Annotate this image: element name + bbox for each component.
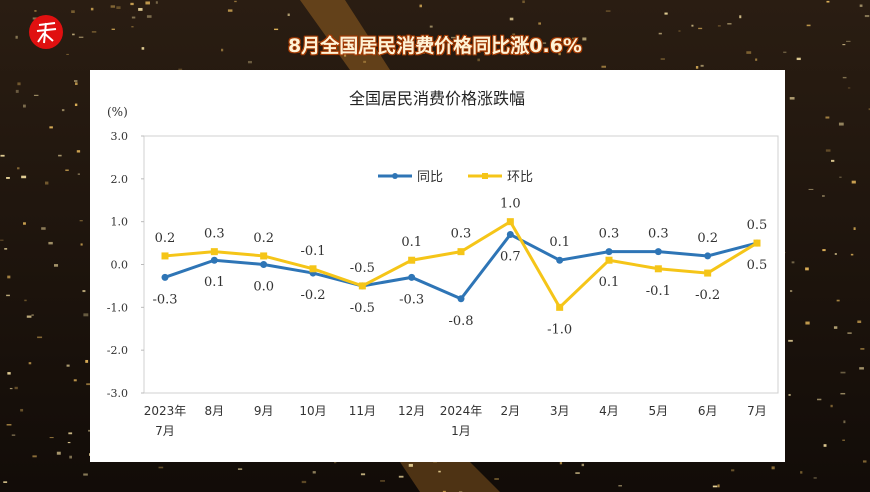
data-label: 0.1 [204,275,225,290]
x-tick-label: 5月 [649,404,669,418]
chart-title: 全国居民消费价格涨跌幅 [349,89,525,108]
y-tick-label: -1.0 [107,301,128,314]
data-label: 0.2 [155,231,176,246]
data-point [556,256,564,264]
data-label: 0.1 [401,235,422,250]
plot-area [143,135,779,394]
data-label: -0.3 [399,292,424,307]
x-tick-label: 2023年 [144,404,187,418]
legend-mom: 环比 [507,170,533,185]
data-point [260,252,268,260]
headline: 8月全国居民消费价格同比涨0.6% [288,35,582,57]
data-point [753,239,761,247]
x-tick-label: 10月 [299,404,326,418]
data-label: 0.2 [253,231,274,246]
legend: 同比 环比 [378,170,533,185]
data-point [506,218,514,226]
data-point [654,248,662,256]
data-label: 0.1 [599,275,620,290]
x-tick-label: 7月 [155,424,175,438]
data-label: 0.2 [697,231,718,246]
data-label: -0.8 [448,314,473,329]
data-label: 0.5 [747,258,768,273]
data-label: 0.3 [204,227,225,242]
legend-yoy: 同比 [417,170,443,185]
y-axis-unit: (%) [107,105,128,119]
x-tick-label: 11月 [349,404,376,418]
data-point [605,248,613,256]
y-tick-label: -2.0 [107,344,128,357]
data-label: 0.3 [451,227,472,242]
data-label: 0.5 [747,218,768,233]
data-label: -1.0 [547,322,572,337]
x-tick-label: 8月 [205,404,225,418]
x-tick-label: 2024年 [440,404,483,418]
y-tick-label: 3.0 [111,130,129,143]
data-label: 0.7 [500,250,521,265]
x-tick-label: 9月 [254,404,274,418]
data-label: -0.1 [646,284,671,299]
data-point [309,265,317,273]
data-point [161,252,169,260]
data-point [408,256,416,264]
data-label: 1.0 [500,197,521,212]
data-point [704,269,712,277]
data-label: 0.0 [253,280,274,295]
data-label: -0.5 [350,301,375,316]
y-tick-label: 1.0 [111,216,129,229]
data-point [161,273,169,281]
data-label: 0.3 [599,227,620,242]
x-tick-label: 4月 [599,404,619,418]
data-point [654,265,662,273]
data-label: 0.3 [648,227,669,242]
data-label: 0.1 [549,235,570,250]
data-point [457,248,465,256]
data-point [556,303,564,311]
data-label: -0.1 [300,244,325,259]
x-tick-label: 3月 [550,404,570,418]
logo-icon [29,15,63,49]
data-point [358,282,366,290]
data-point [260,261,268,268]
x-tick-label: 7月 [747,404,767,418]
data-label: -0.2 [300,288,325,303]
line-chart: 全国居民消费价格涨跌幅 (%) 3.0 2.0 1.0 0.0 -1.0 -2.0 -3.0… [107,89,779,438]
data-point [704,252,712,260]
x-tick-label: 1月 [451,424,471,438]
data-point [210,248,218,256]
data-point [457,295,465,303]
data-label: -0.2 [695,288,720,303]
y-tick-label: 0.0 [111,259,129,272]
x-tick-label: 12月 [398,404,425,418]
x-tick-label: 2月 [501,404,521,418]
y-tick-label: 2.0 [111,173,129,186]
x-tick-label: 6月 [698,404,718,418]
chart-card: 全国居民消费价格涨跌幅 (%) 3.0 2.0 1.0 0.0 -1.0 -2.0 -3.0… [90,70,785,462]
y-tick-label: -3.0 [107,387,128,400]
data-label: -0.3 [152,292,177,307]
data-point [605,256,613,264]
data-point [408,273,416,281]
data-point [210,256,218,264]
data-label: -0.5 [350,261,375,276]
data-point [506,231,514,239]
